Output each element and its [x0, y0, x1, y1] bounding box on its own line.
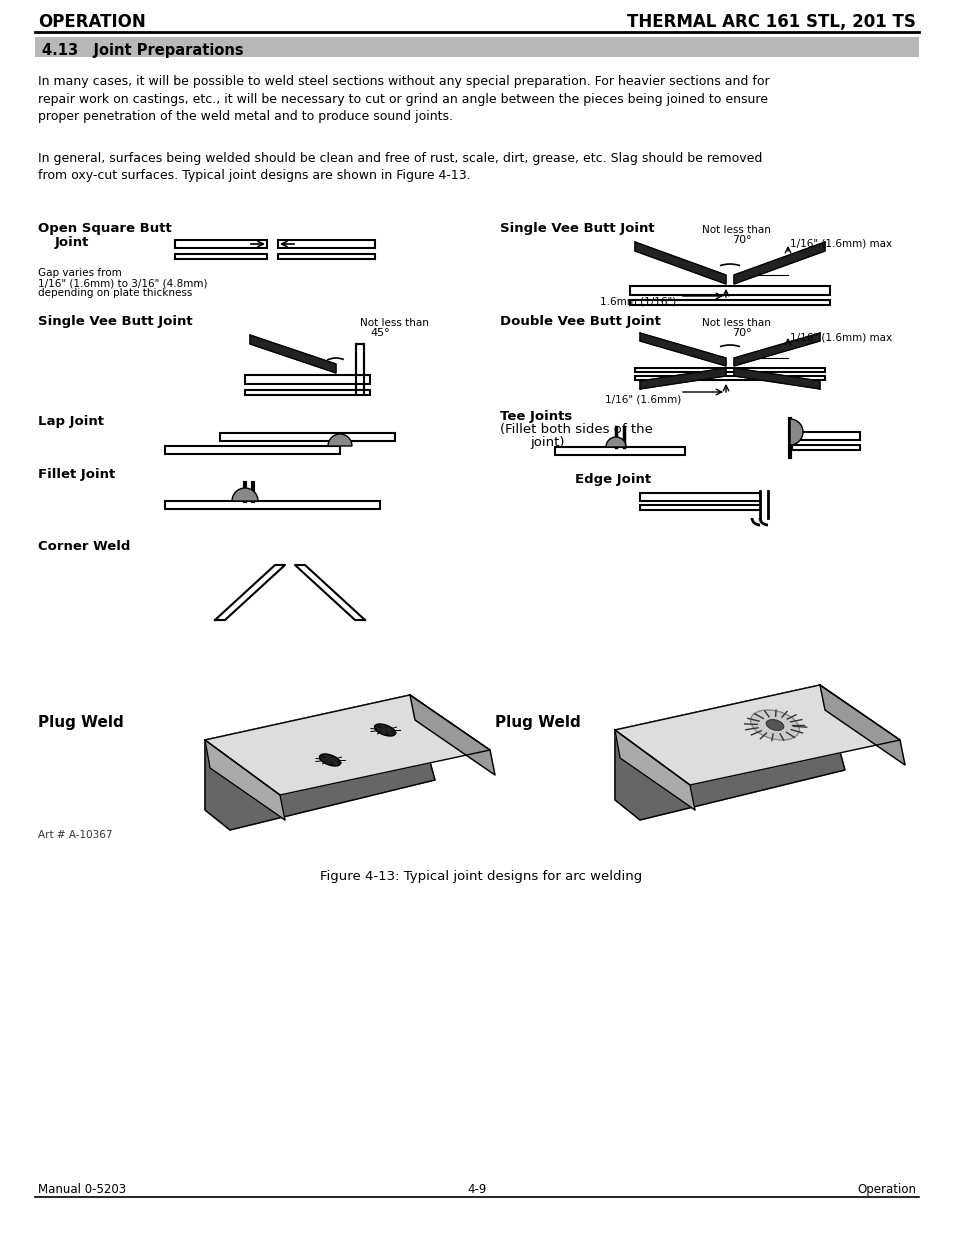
Text: Gap varies from: Gap varies from	[38, 268, 122, 278]
Bar	[174, 240, 267, 248]
Text: Not less than: Not less than	[701, 225, 770, 235]
Text: Fillet Joint: Fillet Joint	[38, 468, 115, 480]
Text: 4-9: 4-9	[467, 1183, 486, 1195]
Text: 1/16" (1.6mm): 1/16" (1.6mm)	[604, 395, 680, 405]
Text: Plug Weld: Plug Weld	[495, 715, 580, 730]
Text: Edge Joint: Edge Joint	[575, 473, 651, 487]
Text: Tee Joints: Tee Joints	[499, 410, 572, 424]
Text: Not less than: Not less than	[359, 317, 429, 329]
Polygon shape	[639, 368, 725, 389]
Text: Art # A-10367: Art # A-10367	[38, 830, 112, 840]
Text: Not less than: Not less than	[701, 317, 770, 329]
Bar	[639, 493, 760, 501]
Text: Single Vee Butt Joint: Single Vee Butt Joint	[499, 222, 654, 235]
Polygon shape	[205, 695, 490, 795]
Bar	[277, 254, 375, 259]
Text: 1/16" (1.6mm) max: 1/16" (1.6mm) max	[789, 333, 891, 343]
Polygon shape	[615, 730, 695, 810]
Text: 45°: 45°	[370, 329, 389, 338]
Text: 4.13   Joint Preparations: 4.13 Joint Preparations	[42, 43, 243, 58]
Ellipse shape	[319, 755, 340, 766]
Text: 1/16" (1.6mm) to 3/16" (4.8mm): 1/16" (1.6mm) to 3/16" (4.8mm)	[38, 278, 208, 288]
Polygon shape	[250, 335, 335, 373]
Text: In many cases, it will be possible to weld steel sections without any special pr: In many cases, it will be possible to we…	[38, 75, 769, 124]
Text: In general, surfaces being welded should be clean and free of rust, scale, dirt,: In general, surfaces being welded should…	[38, 152, 761, 183]
Text: Plug Weld: Plug Weld	[38, 715, 124, 730]
Wedge shape	[328, 433, 352, 446]
Text: Single Vee Butt Joint: Single Vee Butt Joint	[38, 315, 193, 329]
Polygon shape	[615, 685, 899, 785]
Text: Lap Joint: Lap Joint	[38, 415, 104, 429]
Text: 70°: 70°	[731, 329, 751, 338]
Text: Double Vee Butt Joint: Double Vee Butt Joint	[499, 315, 660, 329]
Wedge shape	[789, 419, 802, 445]
Polygon shape	[639, 333, 725, 366]
Polygon shape	[820, 685, 904, 764]
Polygon shape	[294, 564, 365, 620]
Bar	[220, 433, 395, 441]
Bar	[174, 254, 267, 259]
Ellipse shape	[375, 724, 395, 736]
Polygon shape	[733, 242, 824, 284]
Text: Joint: Joint	[55, 236, 90, 249]
Bar	[165, 446, 339, 454]
Bar	[635, 368, 824, 372]
Text: 1/16" (1.6mm) max: 1/16" (1.6mm) max	[789, 238, 891, 248]
Text: Figure 4-13: Typical joint designs for arc welding: Figure 4-13: Typical joint designs for a…	[319, 869, 641, 883]
Bar	[355, 345, 364, 394]
Text: depending on plate thickness: depending on plate thickness	[38, 288, 193, 298]
Text: (Fillet both sides of the: (Fillet both sides of the	[499, 424, 652, 436]
Text: Manual 0-5203: Manual 0-5203	[38, 1183, 126, 1195]
Text: Operation: Operation	[856, 1183, 915, 1195]
Polygon shape	[205, 740, 285, 820]
Polygon shape	[635, 242, 725, 284]
Bar	[277, 240, 375, 248]
Wedge shape	[232, 488, 257, 501]
Bar	[555, 447, 684, 454]
Bar	[639, 505, 760, 510]
Text: OPERATION: OPERATION	[38, 14, 146, 31]
FancyBboxPatch shape	[35, 37, 918, 57]
Polygon shape	[733, 333, 820, 366]
Bar	[629, 287, 829, 295]
Wedge shape	[605, 437, 625, 447]
Ellipse shape	[765, 720, 783, 730]
Bar	[165, 501, 379, 509]
Text: Open Square Butt: Open Square Butt	[38, 222, 172, 235]
Text: 1.6mm (1/16"): 1.6mm (1/16")	[599, 296, 676, 308]
Polygon shape	[410, 695, 495, 776]
Ellipse shape	[750, 710, 799, 740]
Bar	[791, 432, 859, 440]
Polygon shape	[615, 685, 844, 820]
Text: THERMAL ARC 161 STL, 201 TS: THERMAL ARC 161 STL, 201 TS	[626, 14, 915, 31]
Text: joint): joint)	[530, 436, 564, 450]
Text: Corner Weld: Corner Weld	[38, 540, 131, 553]
Polygon shape	[733, 368, 820, 389]
Polygon shape	[205, 695, 435, 830]
Polygon shape	[214, 564, 285, 620]
Bar	[791, 445, 859, 450]
Text: 70°: 70°	[731, 235, 751, 245]
Bar	[635, 375, 824, 380]
Bar	[245, 390, 370, 395]
Bar	[629, 300, 829, 305]
Bar	[245, 375, 370, 384]
